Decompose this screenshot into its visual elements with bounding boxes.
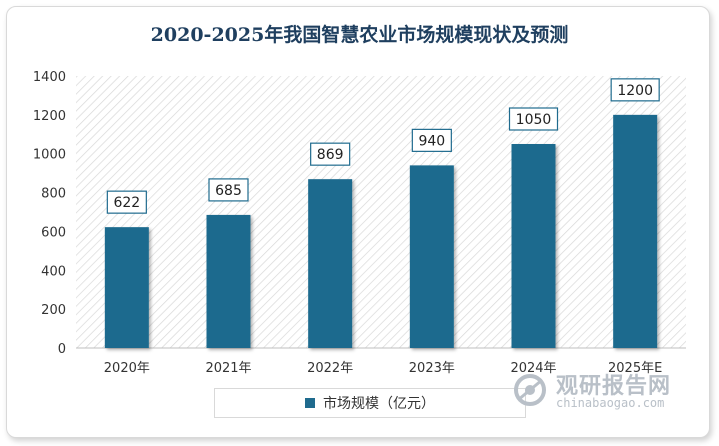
data-label-box — [106, 190, 147, 214]
data-label: 622 — [113, 195, 140, 211]
x-tick-label: 2020年 — [104, 361, 150, 376]
x-tick-label: 2024年 — [510, 361, 556, 376]
bar — [308, 179, 353, 348]
data-label: 1050 — [516, 112, 552, 128]
data-label-box — [508, 107, 559, 131]
y-tick-label: 400 — [41, 264, 66, 279]
chart-title: 2020-2025年我国智慧农业市场规模现状及预测 — [150, 24, 569, 46]
y-axis-ticks: 0 200 400 600 800 1000 1200 1400 — [33, 70, 66, 357]
y-tick-label: 200 — [41, 303, 66, 318]
y-tick-label: 0 — [58, 342, 66, 357]
watermark-text-en: chinabaogao.com — [556, 396, 665, 410]
data-label-box — [208, 178, 249, 202]
bar — [104, 227, 149, 348]
x-tick-label: 2025年E — [608, 361, 662, 376]
y-tick-label: 600 — [41, 225, 66, 240]
x-tick-label: 2021年 — [205, 361, 251, 376]
data-label: 1200 — [617, 83, 653, 99]
y-tick-label: 1200 — [33, 109, 66, 124]
bar — [511, 144, 556, 348]
watermark: 观研报告网 chinabaogao.com — [508, 366, 708, 416]
y-tick-label: 800 — [41, 187, 66, 202]
data-label-box — [310, 142, 351, 166]
x-tick-label: 2023年 — [409, 361, 455, 376]
bar — [409, 165, 454, 348]
plot-background — [76, 76, 686, 348]
x-tick-label: 2022年 — [307, 361, 353, 376]
bars-group: 622 685 869 940 1050 1200 — [104, 78, 660, 348]
legend-swatch — [305, 398, 315, 408]
bar — [613, 114, 658, 348]
data-label-box — [610, 78, 660, 102]
watermark-text-cn: 观研报告网 — [556, 374, 672, 399]
data-label-box — [411, 128, 452, 152]
data-label: 869 — [317, 147, 344, 163]
bar — [206, 214, 251, 348]
data-label: 685 — [215, 183, 242, 199]
watermark-logo-icon — [514, 374, 546, 406]
x-axis-labels: 2020年 2021年 2022年 2023年 2024年 2025年E — [104, 361, 663, 376]
y-tick-label: 1400 — [33, 70, 66, 85]
data-label: 940 — [418, 133, 445, 149]
legend: 市场规模（亿元） — [214, 388, 526, 418]
y-tick-label: 1000 — [33, 148, 66, 163]
legend-label: 市场规模（亿元） — [323, 396, 435, 412]
